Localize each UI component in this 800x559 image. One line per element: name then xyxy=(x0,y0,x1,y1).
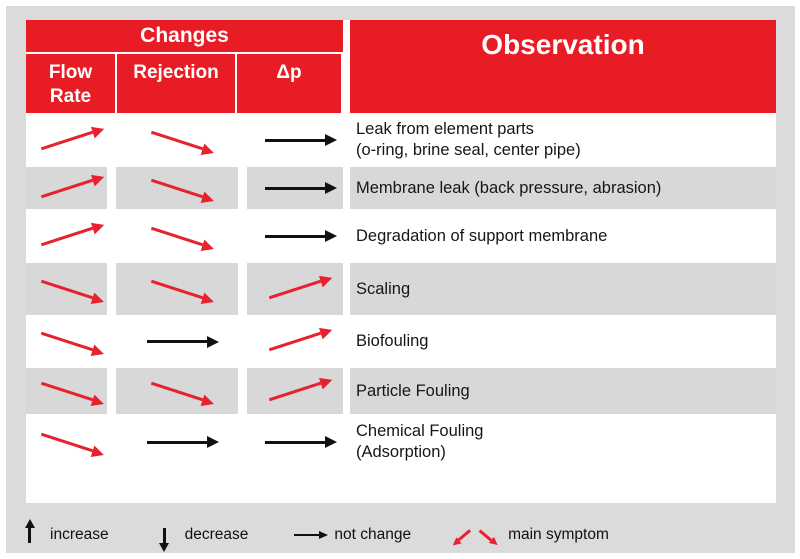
flow-rate-arrow-cell xyxy=(26,263,107,315)
arrow-icon xyxy=(147,335,219,348)
rejection-arrow-cell xyxy=(116,368,238,414)
observation-header: Observation xyxy=(350,20,776,113)
legend-label: main symptom xyxy=(508,526,609,543)
arrow-icon xyxy=(40,130,93,150)
page-background-panel: Changes Flow Rate Rejection Δp Observati… xyxy=(6,6,795,553)
table-row: Chemical Fouling (Adsorption) xyxy=(26,414,776,470)
arrow-icon xyxy=(40,381,93,401)
changes-header-block: Changes Flow Rate Rejection Δp xyxy=(26,20,343,113)
table-row: Biofouling xyxy=(26,315,776,368)
delta-p-arrow-cell xyxy=(247,368,343,414)
observation-text: Degradation of support membrane xyxy=(356,226,608,245)
table-row: Scaling xyxy=(26,263,776,315)
arrow-icon xyxy=(265,436,337,448)
observation-cell: Particle Fouling xyxy=(350,368,776,414)
delta-p-arrow-cell xyxy=(247,113,343,167)
observation-cell: Biofouling xyxy=(350,315,776,368)
legend-item-main-symptom: main symptom xyxy=(457,526,609,544)
observation-cell: Leak from element parts (o-ring, brine s… xyxy=(350,113,776,167)
delta-p-arrow-cell xyxy=(247,315,343,368)
legend-item-not-change: not change xyxy=(294,526,411,544)
delta-p-arrow-cell xyxy=(247,167,343,209)
arrows-diagonal-red-icon xyxy=(457,529,493,541)
table-body: Leak from element parts (o-ring, brine s… xyxy=(26,113,776,503)
arrow-icon xyxy=(265,182,337,194)
table-row: Membrane leak (back pressure, abrasion) xyxy=(26,167,776,209)
table-header: Changes Flow Rate Rejection Δp Observati… xyxy=(26,20,776,113)
legend-item-increase: increase xyxy=(24,526,109,544)
rejection-arrow-cell xyxy=(116,315,238,368)
observation-text: Membrane leak (back pressure, abrasion) xyxy=(356,178,662,197)
table-bottom-filler xyxy=(26,470,776,503)
rejection-arrow-cell xyxy=(116,263,238,315)
legend-label: increase xyxy=(50,526,109,543)
flow-rate-arrow-cell xyxy=(26,113,107,167)
column-header-rejection: Rejection xyxy=(115,54,235,113)
arrow-icon xyxy=(265,134,337,146)
column-header-delta-p: Δp xyxy=(235,54,341,113)
table-row: Particle Fouling xyxy=(26,368,776,414)
table-row: Degradation of support membrane xyxy=(26,209,776,263)
troubleshooting-table: Changes Flow Rate Rejection Δp Observati… xyxy=(26,20,776,503)
flow-rate-arrow-cell xyxy=(26,167,107,209)
arrow-down-black-icon xyxy=(162,527,166,543)
arrow-icon xyxy=(268,381,322,401)
observation-text: (Adsorption) xyxy=(356,443,446,461)
observation-text: (o-ring, brine seal, center pipe) xyxy=(356,141,581,159)
observation-text: Particle Fouling xyxy=(356,381,470,400)
legend-label: decrease xyxy=(184,526,249,543)
observation-cell: Scaling xyxy=(350,263,776,315)
arrow-icon xyxy=(40,331,93,352)
observation-cell: Degradation of support membrane xyxy=(350,209,776,263)
rejection-arrow-cell xyxy=(116,414,238,470)
flow-rate-arrow-cell xyxy=(26,368,107,414)
arrow-icon xyxy=(40,279,93,299)
arrow-right-black-icon xyxy=(294,530,329,538)
arrow-icon xyxy=(147,436,219,448)
observation-cell: Membrane leak (back pressure, abrasion) xyxy=(350,167,776,209)
arrow-icon xyxy=(150,381,204,401)
arrow-icon xyxy=(40,178,93,198)
delta-p-arrow-cell xyxy=(247,414,343,470)
observation-cell: Chemical Fouling (Adsorption) xyxy=(350,414,776,470)
rejection-arrow-cell xyxy=(116,167,238,209)
table-row: Leak from element parts (o-ring, brine s… xyxy=(26,113,776,167)
changes-subheader-row: Flow Rate Rejection Δp xyxy=(26,54,343,113)
flow-rate-arrow-cell xyxy=(26,315,107,368)
delta-p-arrow-cell xyxy=(247,263,343,315)
flow-rate-arrow-cell xyxy=(26,209,107,263)
observation-text: Biofouling xyxy=(356,332,429,350)
changes-header: Changes xyxy=(26,20,343,54)
arrow-icon xyxy=(150,178,204,198)
arrow-up-black-icon xyxy=(28,527,31,543)
flow-rate-arrow-cell xyxy=(26,414,107,470)
rejection-arrow-cell xyxy=(116,113,238,167)
delta-p-arrow-cell xyxy=(247,209,343,263)
arrow-icon xyxy=(40,432,93,452)
arrow-icon xyxy=(150,226,204,246)
rejection-arrow-cell xyxy=(116,209,238,263)
arrow-icon xyxy=(268,331,322,352)
legend-item-decrease: decrease xyxy=(159,526,249,544)
observation-text: Chemical Fouling xyxy=(356,422,484,440)
observation-text: Scaling xyxy=(356,279,411,298)
legend: increase decrease not change main sympto… xyxy=(24,519,795,551)
arrow-icon xyxy=(268,279,322,299)
arrow-icon xyxy=(265,230,337,242)
legend-label: not change xyxy=(334,526,412,543)
column-header-flow-rate: Flow Rate xyxy=(26,54,115,113)
observation-text: Leak from element parts xyxy=(356,120,534,138)
arrow-icon xyxy=(150,130,204,150)
arrow-icon xyxy=(40,226,93,246)
arrow-icon xyxy=(150,279,204,299)
